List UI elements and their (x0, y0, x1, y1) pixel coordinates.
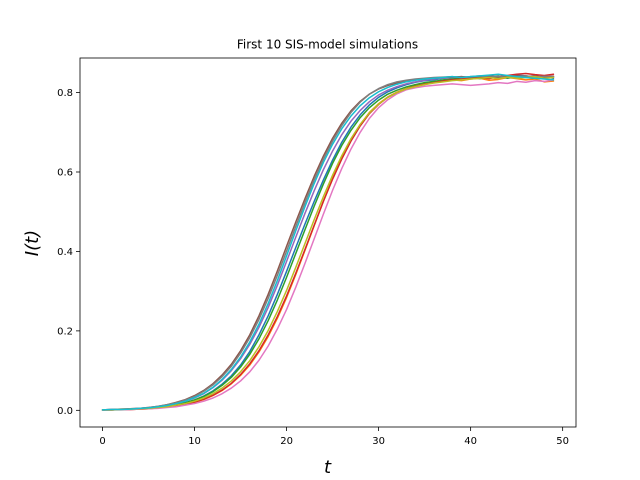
x-tick-label: 0 (99, 436, 105, 447)
series-line-8 (101, 75, 555, 411)
plot-frame (79, 57, 577, 428)
series-line-4 (101, 72, 555, 411)
y-tick-label: 0.4 (57, 247, 73, 258)
series-line-7 (101, 79, 555, 411)
y-tick-label: 0.6 (57, 167, 73, 178)
x-tick-label: 30 (372, 436, 385, 447)
series-line-6 (101, 74, 555, 411)
y-tick-label: 0.2 (57, 326, 73, 337)
x-tick-label: 20 (280, 436, 293, 447)
y-tick-label: 0.8 (57, 88, 73, 99)
x-axis-label: t (324, 457, 332, 478)
chart-title: First 10 SIS-model simulations (237, 38, 418, 52)
y-axis-label: I(t) (22, 230, 43, 256)
x-tick-label: 40 (464, 436, 477, 447)
x-tick-label: 50 (556, 436, 569, 447)
series-line-2 (101, 76, 555, 411)
series-lines (101, 72, 555, 411)
series-line-9 (101, 75, 555, 411)
axes: 0 10 20 30 40 50 0.0 0.2 0.4 0.6 0.8 (57, 57, 577, 447)
series-line-3 (101, 75, 555, 411)
y-tick-label: 0.0 (57, 406, 73, 417)
series-line-1 (101, 74, 555, 411)
series-line-5 (101, 74, 555, 411)
series-line-10 (101, 73, 555, 411)
x-tick-label: 10 (188, 436, 201, 447)
